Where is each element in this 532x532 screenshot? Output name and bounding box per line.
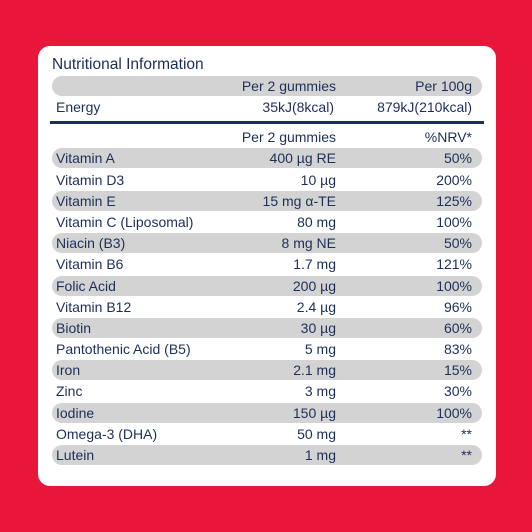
nutrient-amount: 2.1 mg: [293, 362, 336, 379]
nutrient-amount: 200 µg: [292, 277, 336, 294]
nutrient-name: Vitamin B12: [56, 298, 132, 315]
energy-label: Energy: [56, 99, 101, 116]
nutrient-name: Vitamin D3: [56, 171, 125, 188]
nutrient-nrv: 50%: [443, 235, 472, 252]
nutrient-nrv: **: [461, 425, 472, 442]
nutrient-name: Iodine: [56, 404, 95, 421]
nutrient-nrv: 100%: [436, 213, 472, 230]
nutrient-amount: 3 mg: [304, 383, 336, 400]
nutrient-nrv: 83%: [443, 341, 472, 358]
nutrient-amount: 2.4 µg: [296, 298, 336, 315]
nutrient-amount: 400 µg RE: [269, 150, 336, 167]
energy-row: Energy 35kJ(8kcal) 879kJ(210kcal): [52, 97, 482, 117]
nutrient-name: Vitamin C (Liposomal): [56, 213, 194, 230]
energy-header-row: Per 2 gummies Per 100g: [52, 76, 482, 96]
table-row: Zinc 3 mg 30%: [52, 381, 482, 401]
nutrient-amount: 8 mg NE: [281, 235, 336, 252]
nutrient-name: Biotin: [56, 319, 92, 336]
table-row: Vitamin B6 1.7 mg 121%: [52, 254, 482, 274]
energy-header-per-serving: Per 2 gummies: [241, 78, 336, 94]
divider: [50, 121, 484, 125]
nutrient-nrv: 96%: [443, 298, 472, 315]
table-row: Vitamin A 400 µg RE 50%: [52, 148, 482, 169]
nutrient-amount: 50 mg: [297, 425, 336, 442]
nutrient-nrv: 30%: [443, 383, 472, 400]
nutrient-amount: 10 µg: [300, 171, 336, 188]
energy-header-per-100g: Per 100g: [415, 78, 472, 94]
nutrient-amount: 150 µg: [292, 404, 336, 421]
table-row: Folic Acid 200 µg 100%: [52, 275, 482, 296]
energy-per-serving: 35kJ(8kcal): [262, 99, 334, 116]
table-row: Vitamin C (Liposomal) 80 mg 100%: [52, 212, 482, 232]
table-row: Vitamin E 15 mg α-TE 125%: [52, 190, 482, 211]
header-nrv: %NRV*: [424, 129, 472, 146]
panel-title: Nutritional Information: [52, 56, 204, 73]
nutrient-nrv: 200%: [436, 171, 472, 188]
nutrient-nrv: 60%: [443, 319, 472, 336]
nutrient-name: Folic Acid: [56, 277, 116, 294]
table-row: Vitamin D3 10 µg 200%: [52, 170, 482, 190]
nutrition-panel: Nutritional Information Per 2 gummies Pe…: [38, 46, 496, 486]
nutrient-nrv: 100%: [436, 277, 472, 294]
nutrient-amount: 5 mg: [304, 341, 336, 358]
nutrient-name: Vitamin A: [56, 150, 115, 167]
nutrient-nrv: **: [461, 447, 472, 463]
table-row: Vitamin B12 2.4 µg 96%: [52, 297, 482, 317]
table-row: Niacin (B3) 8 mg NE 50%: [52, 233, 482, 254]
nutrient-amount: 1.7 mg: [293, 256, 336, 273]
table-header-row: Per 2 gummies %NRV*: [52, 127, 482, 147]
nutrient-name: Niacin (B3): [56, 235, 126, 252]
table-row: Iron 2.1 mg 15%: [52, 360, 482, 381]
nutrient-nrv: 50%: [443, 150, 472, 167]
nutrient-nrv: 100%: [436, 404, 472, 421]
nutrient-name: Zinc: [56, 383, 83, 400]
nutrient-name: Vitamin B6: [56, 256, 124, 273]
nutrient-nrv: 125%: [436, 192, 472, 209]
nutrient-amount: 80 mg: [297, 213, 336, 230]
table-row: Biotin 30 µg 60%: [52, 317, 482, 338]
nutrient-name: Omega-3 (DHA): [56, 425, 158, 442]
nutrient-name: Lutein: [56, 447, 95, 463]
nutrient-amount: 15 mg α-TE: [262, 192, 336, 209]
energy-per-100g: 879kJ(210kcal): [377, 99, 472, 116]
nutrient-nrv: 121%: [436, 256, 472, 273]
table-row: Omega-3 (DHA) 50 mg **: [52, 424, 482, 444]
nutrient-name: Pantothenic Acid (B5): [56, 341, 191, 358]
table-row: Pantothenic Acid (B5) 5 mg 83%: [52, 339, 482, 359]
nutrient-name: Iron: [56, 362, 81, 379]
nutrient-amount: 1 mg: [304, 447, 336, 463]
nutrient-amount: 30 µg: [300, 319, 336, 336]
nutrient-name: Vitamin E: [56, 192, 116, 209]
nutrient-table: Vitamin A 400 µg RE 50% Vitamin D3 10 µg 200%…: [52, 148, 482, 465]
nutrient-nrv: 15%: [443, 362, 472, 379]
header-per-serving: Per 2 gummies: [241, 129, 336, 146]
table-row: Iodine 150 µg 100%: [52, 402, 482, 423]
table-row: Lutein 1 mg **: [52, 445, 482, 465]
